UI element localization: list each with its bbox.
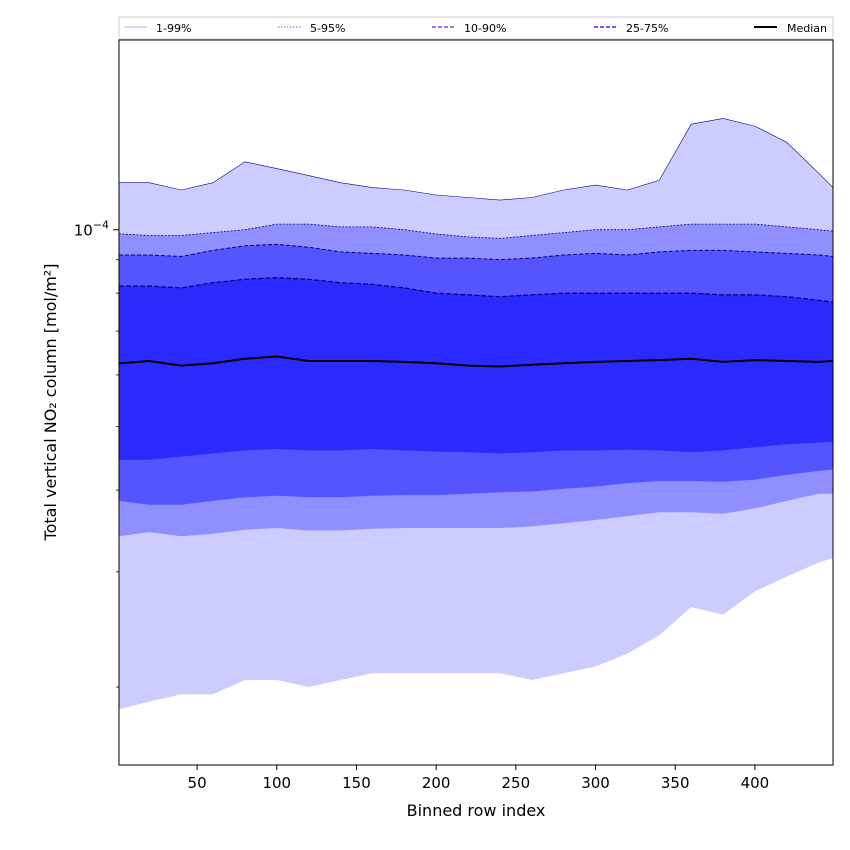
percentile-bands <box>119 118 833 710</box>
legend-label: 10-90% <box>464 22 506 35</box>
y-axis: 10−4 <box>74 219 119 688</box>
line-p95 <box>119 223 833 239</box>
line-p99 <box>119 118 833 201</box>
x-tick-label: 250 <box>502 774 531 792</box>
x-tick-label: 300 <box>581 774 610 792</box>
legend-label: 25-75% <box>626 22 668 35</box>
x-axis: 50 100 150 200 250 300 350 400 <box>188 765 770 792</box>
x-tick-label: 50 <box>188 774 207 792</box>
percentile-lines <box>119 118 833 368</box>
y-tick-label: 10−4 <box>74 219 109 240</box>
plot-frame <box>118 39 834 766</box>
line-p90 <box>119 243 833 261</box>
line-p75 <box>119 276 833 303</box>
legend-label: 5-95% <box>310 22 345 35</box>
legend-label: Median <box>787 22 827 35</box>
y-axis-label: Total vertical NO₂ column [mol/m²] <box>41 264 60 542</box>
x-tick-label: 150 <box>342 774 371 792</box>
x-axis-label: Binned row index <box>407 801 546 820</box>
legend: 1-99% 5-95% 10-90% 25-75% Median <box>118 16 834 40</box>
median-line <box>119 355 833 368</box>
legend-box <box>118 16 834 40</box>
x-tick-label: 100 <box>262 774 291 792</box>
x-tick-label: 350 <box>661 774 690 792</box>
x-tick-label: 400 <box>741 774 770 792</box>
band-25-75 <box>119 277 833 460</box>
x-tick-label: 200 <box>422 774 451 792</box>
legend-label: 1-99% <box>156 22 191 35</box>
